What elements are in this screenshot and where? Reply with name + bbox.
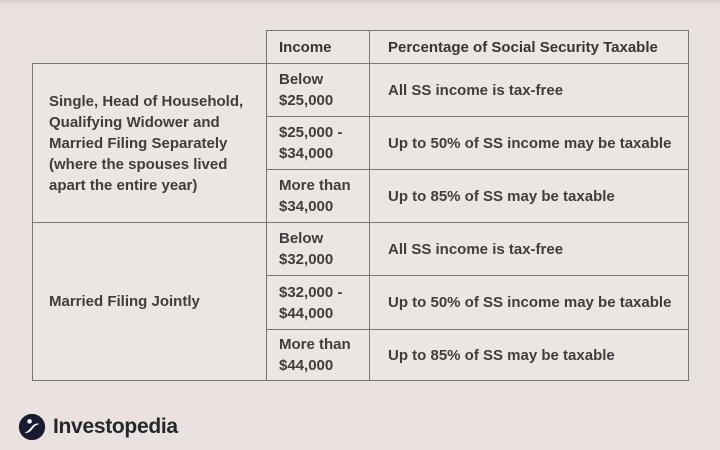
- income-cell: Below $32,000: [266, 222, 370, 276]
- income-cell: More than $44,000: [266, 329, 370, 381]
- column-header-percentage: Percentage of Social Security Taxable: [369, 30, 689, 64]
- category-cell-single-hoh: Single, Head of Household, Qualifying Wi…: [32, 63, 267, 223]
- percentage-cell: All SS income is tax-free: [369, 222, 689, 276]
- income-cell: $32,000 - $44,000: [266, 275, 370, 330]
- percentage-cell: Up to 85% of SS may be taxable: [369, 329, 689, 381]
- income-cell: Below $25,000: [266, 63, 370, 117]
- income-cell: $25,000 - $34,000: [266, 116, 370, 170]
- income-cell: More than $34,000: [266, 169, 370, 223]
- investopedia-logo-text: Investopedia: [53, 415, 178, 438]
- investopedia-circle-icon: [18, 413, 46, 441]
- percentage-cell: Up to 85% of SS may be taxable: [369, 169, 689, 223]
- column-header-income: Income: [266, 30, 370, 64]
- percentage-cell: All SS income is tax-free: [369, 63, 689, 117]
- top-edge-shading: [0, 0, 720, 6]
- percentage-cell: Up to 50% of SS income may be taxable: [369, 116, 689, 170]
- category-cell-married-jointly: Married Filing Jointly: [32, 222, 267, 381]
- investopedia-logo: Investopedia: [18, 413, 178, 441]
- percentage-cell: Up to 50% of SS income may be taxable: [369, 275, 689, 330]
